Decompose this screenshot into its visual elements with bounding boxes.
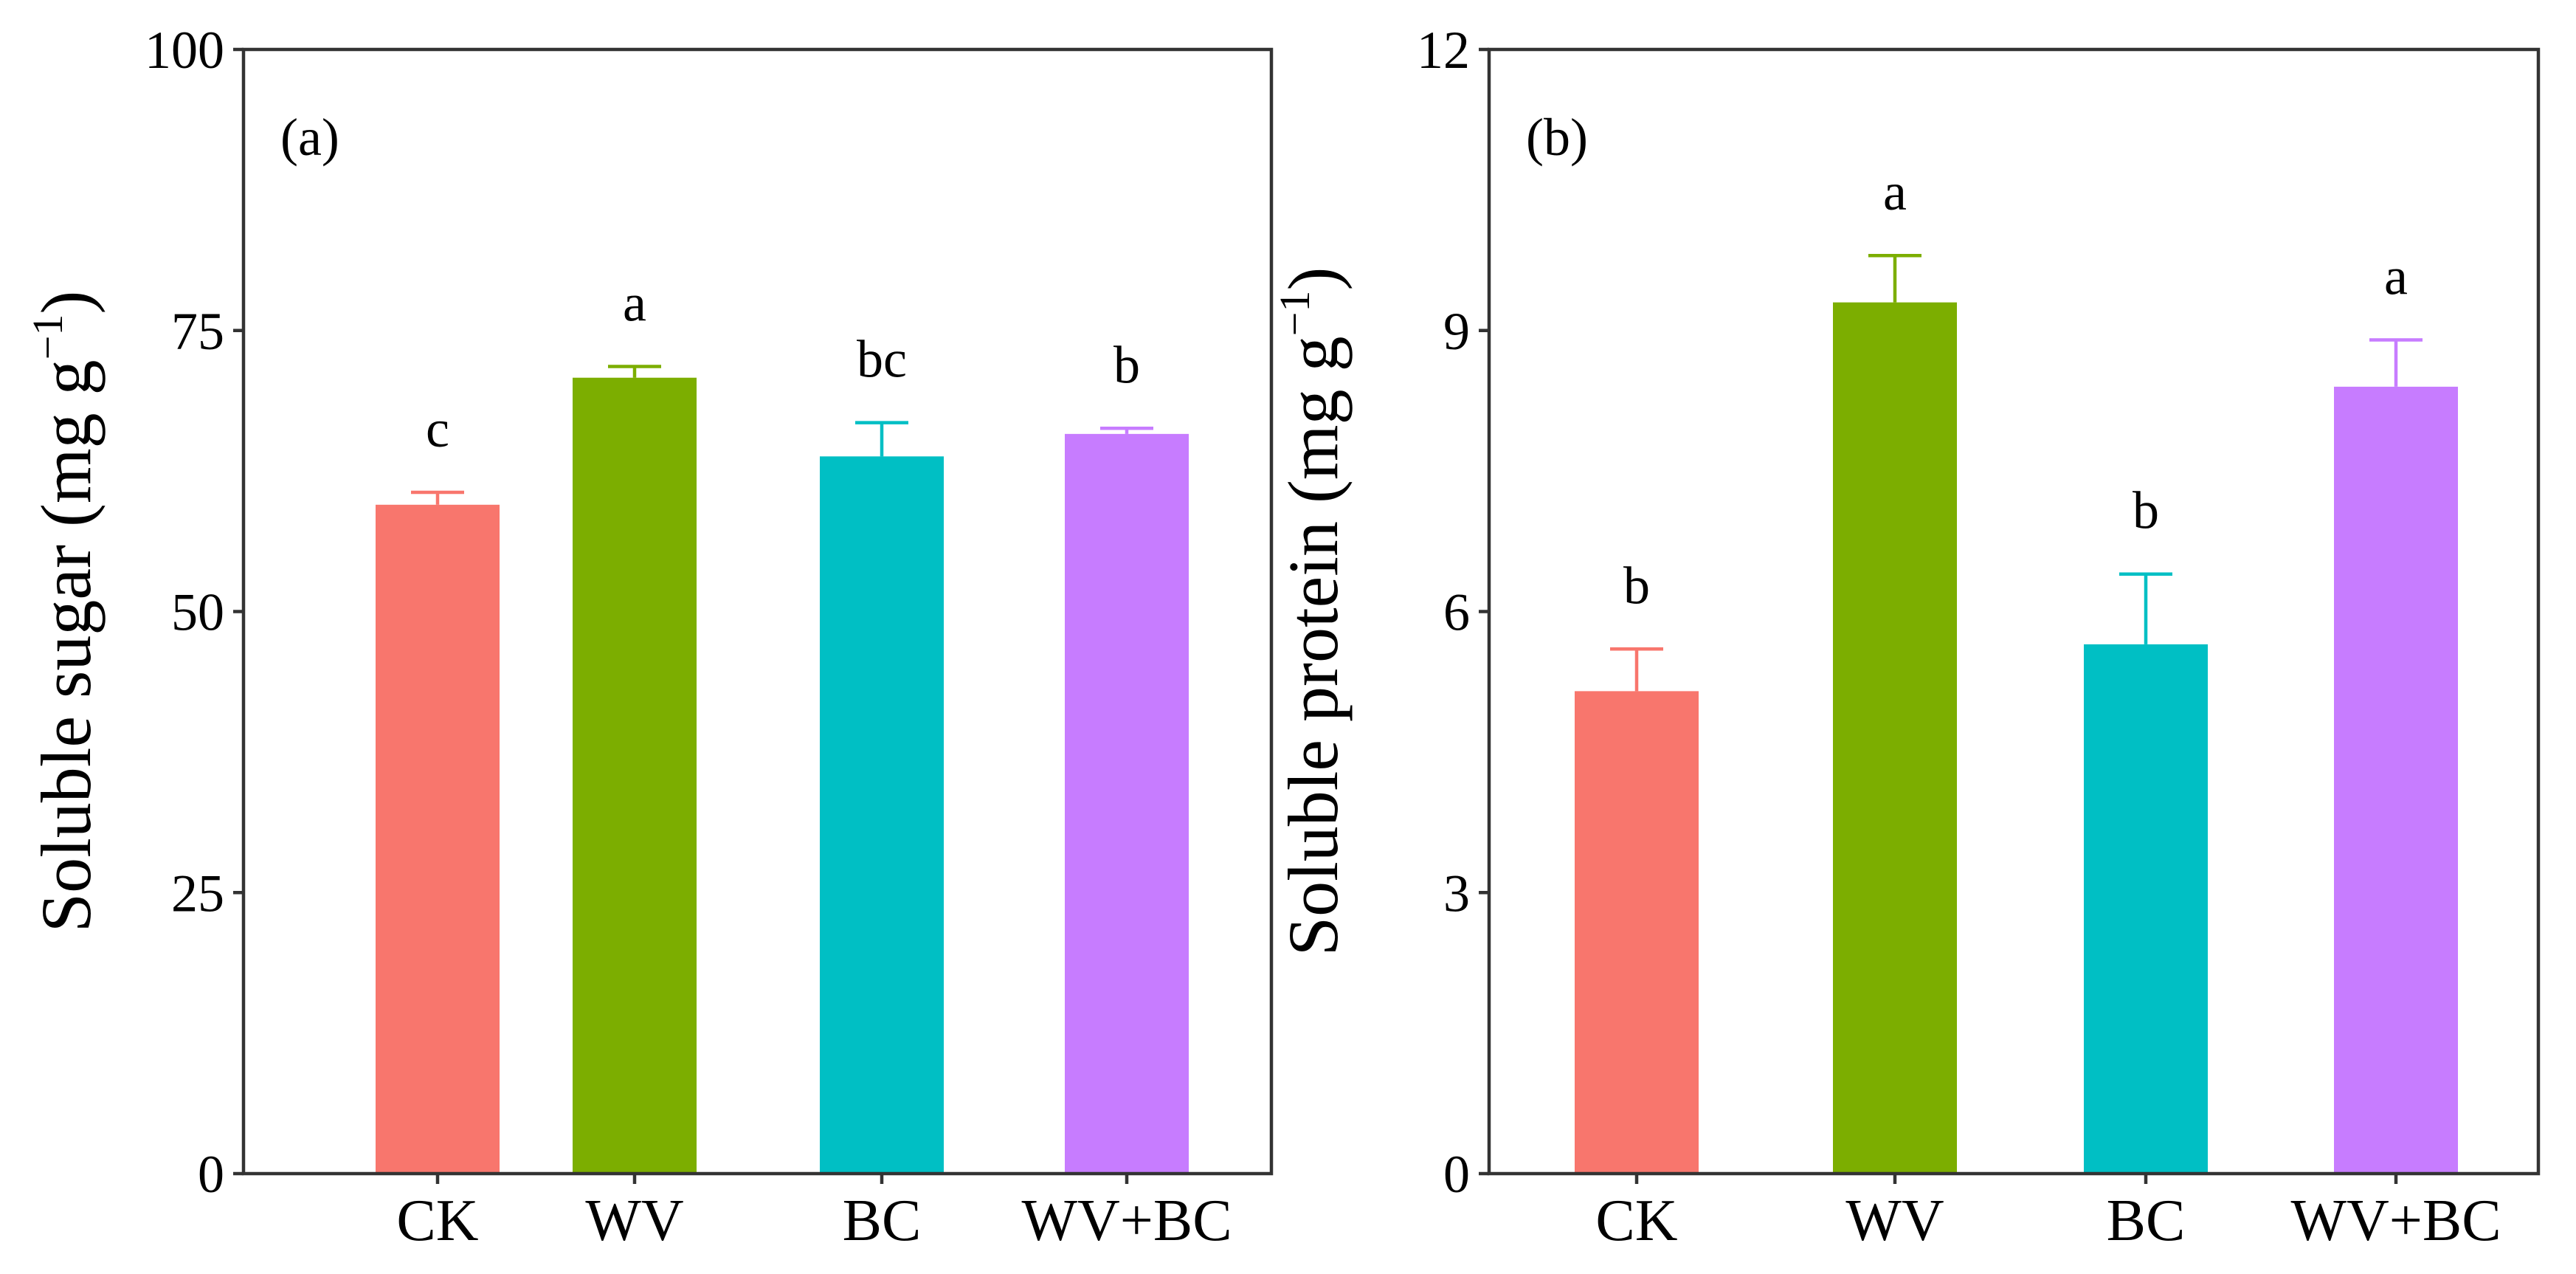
- x-tick-label: BC: [843, 1188, 922, 1253]
- y-tick-label: 0: [1443, 1145, 1470, 1204]
- y-tick-label: 3: [1443, 864, 1470, 923]
- y-axis-label-text: Soluble sugar (mg g: [27, 359, 106, 932]
- x-tick-label: WV: [1845, 1188, 1944, 1253]
- significance-label: c: [426, 399, 449, 458]
- y-tick-label: 6: [1443, 583, 1470, 642]
- bar-ck: [376, 504, 500, 1174]
- significance-label: a: [1883, 162, 1907, 221]
- x-tick-label: BC: [2107, 1188, 2186, 1253]
- y-tick-label: 25: [171, 864, 224, 923]
- plot-frame: [241, 47, 1274, 1176]
- y-tick-label: 0: [198, 1145, 224, 1204]
- bar-ck: [1575, 691, 1699, 1174]
- x-tick-label: WV+BC: [1021, 1188, 1232, 1253]
- x-tick-label: CK: [1595, 1188, 1677, 1253]
- chart-panel-b: b CK a WV b BC a WV+BC 0 3 6 9 12 (b) Soluble protein …: [1271, 21, 2541, 1253]
- y-tick-label: 50: [171, 583, 224, 642]
- panel-label: (a): [280, 108, 339, 167]
- bar-bc: [820, 456, 944, 1174]
- y-axis-label-close: ): [1274, 267, 1353, 291]
- y-axis-label-close: ): [27, 291, 106, 314]
- bar-wv-plus-bc: [2334, 386, 2458, 1174]
- significance-label: a: [2384, 247, 2408, 306]
- plot-frame: [1487, 47, 2541, 1176]
- bar-wv: [1833, 302, 1957, 1174]
- y-tick-label: 100: [145, 21, 224, 80]
- significance-label: a: [623, 273, 646, 332]
- bar-wv: [573, 377, 697, 1174]
- x-tick-label: WV: [585, 1188, 683, 1253]
- significance-label: bc: [857, 330, 907, 389]
- x-tick-label: CK: [396, 1188, 478, 1253]
- y-tick-label: 75: [171, 302, 224, 361]
- chart-panel-a: c CK a WV bc BC b WV+BC 0 25 50 75 100 (a) Soluble sug…: [24, 21, 1274, 1253]
- y-axis-label: Soluble protein (mg g−1): [1271, 267, 1353, 957]
- bar-bc: [2084, 644, 2208, 1174]
- y-axis-label-superscript: −1: [24, 314, 72, 360]
- panel-label: (b): [1526, 108, 1588, 167]
- y-tick-label: 9: [1443, 302, 1470, 361]
- y-axis-label: Soluble sugar (mg g−1): [24, 291, 106, 933]
- bar-wv-plus-bc: [1065, 433, 1189, 1174]
- significance-label: b: [1623, 556, 1650, 615]
- y-tick-label: 12: [1417, 21, 1470, 80]
- y-axis-label-text: Soluble protein (mg g: [1274, 336, 1353, 956]
- x-tick-label: WV+BC: [2290, 1188, 2501, 1253]
- y-axis-label-superscript: −1: [1271, 291, 1319, 337]
- significance-label: b: [1113, 335, 1140, 394]
- significance-label: b: [2133, 481, 2159, 540]
